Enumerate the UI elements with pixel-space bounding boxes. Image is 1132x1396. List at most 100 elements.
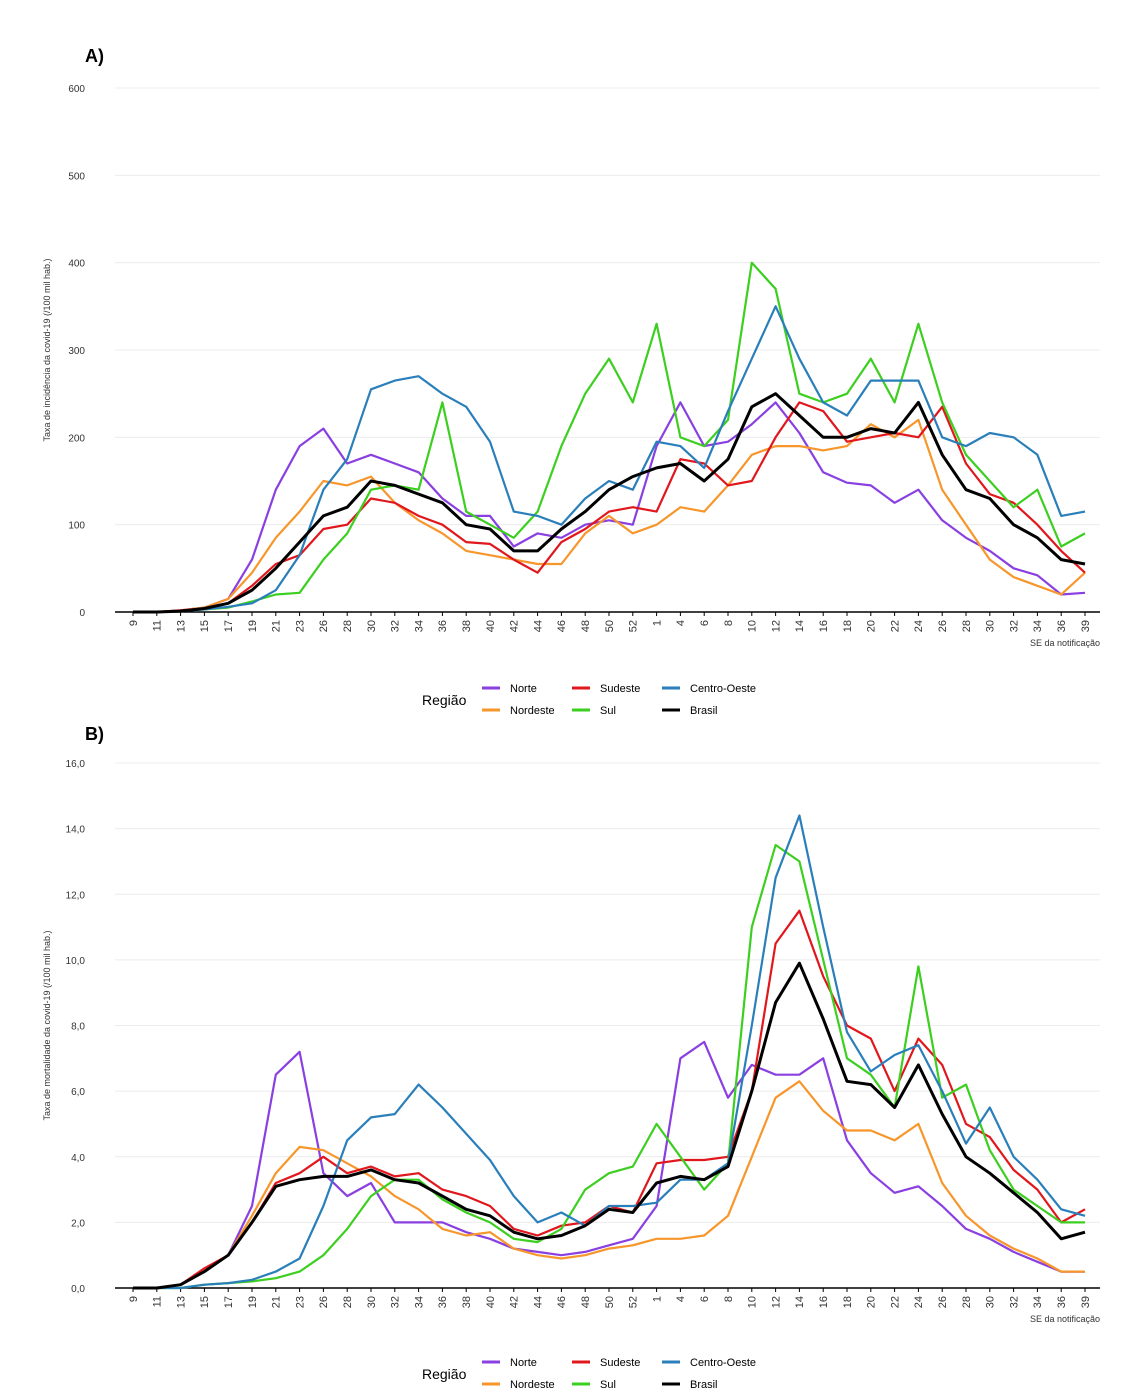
x-tick-label: 42 — [509, 620, 521, 632]
x-tick-label: 28 — [961, 1296, 973, 1308]
x-tick-label: 48 — [580, 1296, 592, 1308]
x-tick-label: 40 — [485, 620, 497, 632]
x-tick-label: 39 — [1080, 620, 1092, 632]
x-tick-label: 30 — [366, 1296, 378, 1308]
legend-label: Norte — [510, 683, 537, 695]
x-tick-label: 38 — [461, 620, 473, 632]
legend-label: Sul — [600, 705, 616, 717]
x-tick-label: 50 — [604, 1296, 616, 1308]
x-tick-label: 42 — [509, 1296, 521, 1308]
x-tick-label: 36 — [437, 1296, 449, 1308]
x-tick-label: 8 — [723, 620, 735, 626]
x-tick-label: 9 — [128, 620, 140, 626]
x-tick-label: 21 — [271, 1296, 283, 1308]
series-line — [133, 909, 1086, 1290]
legend-label: Brasil — [690, 1379, 718, 1391]
x-tick-label: 32 — [390, 1296, 402, 1308]
y-tick-label: 100 — [68, 521, 85, 532]
series-line — [133, 814, 1086, 1290]
x-tick-label: 38 — [461, 1296, 473, 1308]
y-axis-label: Taxa de incidência da covid-19 (/100 mil… — [42, 258, 52, 441]
series-line — [133, 1080, 1085, 1290]
x-tick-label: 34 — [413, 1296, 425, 1308]
x-tick-label: 20 — [866, 1296, 878, 1308]
x-tick-label: 22 — [889, 1296, 901, 1308]
y-tick-label: 200 — [68, 433, 85, 444]
x-tick-label: 39 — [1080, 1296, 1092, 1308]
x-tick-label: 30 — [985, 1296, 997, 1308]
x-tick-label: 13 — [175, 620, 187, 632]
x-tick-label: 18 — [842, 620, 854, 632]
x-axis-label: SE da notificação — [1030, 638, 1100, 648]
y-tick-label: 4,0 — [71, 1153, 85, 1164]
x-tick-label: 36 — [1056, 1296, 1068, 1308]
legend-label: Norte — [510, 1357, 537, 1369]
x-tick-label: 14 — [794, 1296, 806, 1308]
x-tick-label: 9 — [128, 1296, 140, 1302]
series-line — [133, 418, 1086, 614]
x-tick-label: 13 — [175, 1296, 187, 1308]
x-tick-label: 12 — [770, 620, 782, 632]
legend-label: Sudeste — [600, 683, 640, 695]
legend-label: Centro-Oeste — [690, 683, 756, 695]
x-tick-label: 11 — [152, 620, 164, 631]
x-tick-label: 32 — [1008, 620, 1020, 632]
x-tick-label: 14 — [794, 620, 806, 632]
x-tick-label: 24 — [913, 1296, 925, 1308]
x-tick-label: 20 — [866, 620, 878, 632]
x-tick-label: 4 — [675, 620, 687, 626]
x-tick-label: 48 — [580, 620, 592, 632]
x-tick-label: 10 — [747, 620, 759, 632]
y-tick-label: 14,0 — [66, 825, 86, 836]
series-line — [133, 961, 1086, 1290]
series-line — [133, 843, 1085, 1290]
x-tick-label: 24 — [913, 620, 925, 632]
x-tick-label: 10 — [747, 1296, 759, 1308]
x-tick-label: 46 — [556, 620, 568, 632]
x-tick-label: 26 — [318, 1296, 330, 1308]
y-tick-label: 6,0 — [71, 1087, 85, 1098]
series-line — [133, 261, 1086, 614]
x-tick-label: 44 — [532, 620, 544, 632]
y-tick-label: 12,0 — [66, 890, 86, 901]
x-axis-label: SE da notificação — [1030, 1314, 1100, 1324]
x-tick-label: 40 — [485, 1296, 497, 1308]
x-tick-label: 17 — [223, 620, 235, 632]
x-tick-label: 21 — [271, 620, 283, 632]
x-tick-label: 32 — [1008, 1296, 1020, 1308]
x-tick-label: 18 — [842, 1296, 854, 1308]
x-tick-label: 32 — [390, 620, 402, 632]
legend-label: Sul — [600, 1379, 616, 1391]
x-tick-label: 23 — [294, 620, 306, 632]
series-line — [133, 305, 1086, 614]
x-tick-label: 30 — [985, 620, 997, 632]
y-tick-label: 400 — [68, 259, 85, 270]
panel-title: B) — [85, 724, 104, 744]
x-tick-label: 4 — [675, 1296, 687, 1302]
x-tick-label: 50 — [604, 620, 616, 632]
x-tick-label: 26 — [937, 620, 949, 632]
series-line — [133, 401, 1086, 614]
x-tick-label: 36 — [437, 620, 449, 632]
x-tick-label: 8 — [723, 1296, 735, 1302]
y-tick-label: 300 — [68, 346, 85, 357]
x-tick-label: 34 — [413, 620, 425, 632]
x-tick-label: 1 — [651, 1296, 663, 1302]
x-tick-label: 15 — [199, 1296, 211, 1308]
x-tick-label: 12 — [770, 1296, 782, 1308]
series-line — [133, 392, 1086, 614]
x-tick-label: 6 — [699, 1296, 711, 1302]
x-tick-label: 46 — [556, 1296, 568, 1308]
x-tick-label: 26 — [318, 620, 330, 632]
x-tick-label: 19 — [247, 1296, 259, 1308]
x-tick-label: 28 — [342, 620, 354, 632]
x-tick-label: 22 — [889, 620, 901, 632]
x-tick-label: 11 — [152, 1296, 164, 1307]
x-tick-label: 30 — [366, 620, 378, 632]
x-tick-label: 52 — [628, 1296, 640, 1308]
y-tick-label: 600 — [68, 84, 85, 95]
legend-label: Sudeste — [600, 1357, 640, 1369]
legend-label: Nordeste — [510, 1379, 555, 1391]
x-tick-label: 52 — [628, 620, 640, 632]
